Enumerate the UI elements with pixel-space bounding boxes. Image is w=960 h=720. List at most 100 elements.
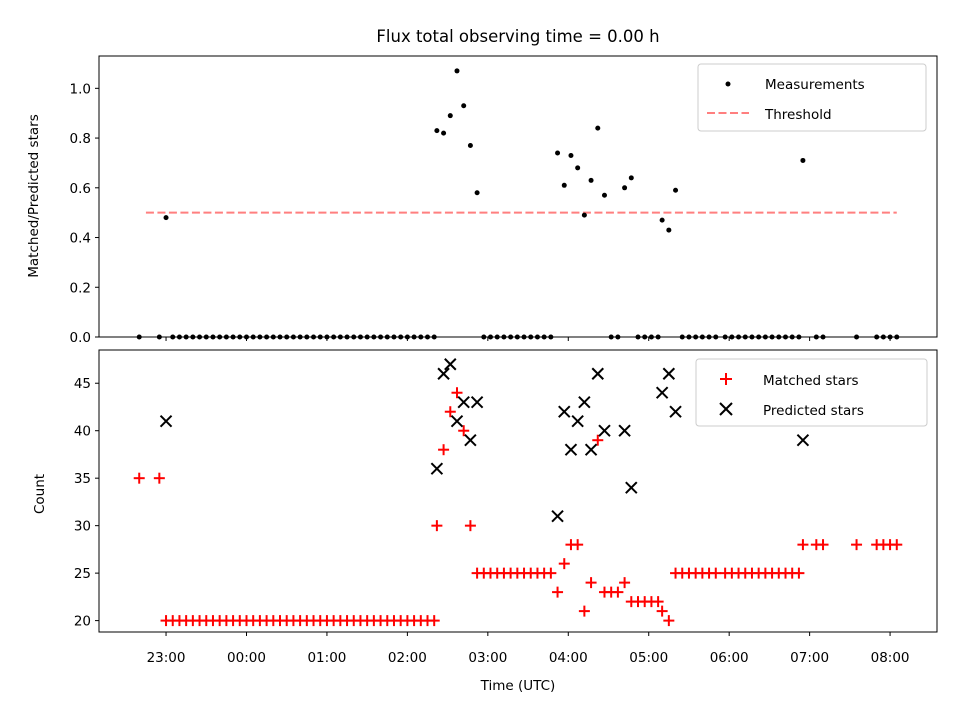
- measurement-point: [588, 177, 594, 183]
- top-legend: Measurements Threshold: [697, 63, 927, 132]
- x-tick-label: 05:00: [629, 650, 668, 666]
- top-panel-frame: [98, 55, 938, 338]
- predicted-star-point: [618, 424, 631, 437]
- top-y-tick-label: 0.8: [70, 131, 91, 147]
- top-y-ticks: 0.0 0.2 0.4 0.6 0.8 1.0: [70, 81, 99, 346]
- matched-star-point: [656, 605, 668, 617]
- matched-star-point: [431, 520, 443, 532]
- measurement-point: [800, 157, 806, 163]
- bottom-legend-box: [695, 358, 928, 427]
- bottom-legend: Matched stars Predicted stars: [695, 358, 928, 427]
- predicted-star-point: [464, 433, 477, 447]
- predicted-star-point: [584, 443, 598, 456]
- x-tick-label: 07:00: [790, 650, 829, 666]
- matched-star-point: [464, 520, 476, 532]
- matched-star-point: [153, 472, 165, 484]
- x-tick-label: 00:00: [227, 650, 266, 666]
- matched-star-point: [817, 539, 829, 551]
- matched-star-point: [438, 444, 450, 456]
- predicted-star-point: [796, 433, 810, 447]
- measurement-point: [555, 150, 561, 156]
- bottom-y-tick-label: 30: [74, 519, 91, 535]
- predicted-star-point: [662, 367, 676, 380]
- chart-title: Flux total observing time = 0.00 h: [376, 27, 659, 46]
- matched-star-point: [891, 539, 903, 551]
- predicted-star-point: [558, 405, 571, 418]
- predicted-star-point: [444, 358, 457, 371]
- measurement-point: [454, 68, 460, 74]
- bottom-y-tick-label: 45: [74, 376, 91, 392]
- measurement-point: [595, 125, 601, 131]
- x-tick-label: 01:00: [307, 650, 346, 666]
- legend-measurements-marker: [725, 81, 731, 87]
- measurement-point: [474, 190, 480, 196]
- top-y-tick-label: 0.2: [70, 280, 91, 296]
- top-y-tick-label: 0.4: [70, 231, 91, 247]
- matched-star-point: [797, 539, 809, 551]
- matched-star-point: [585, 577, 597, 589]
- matched-star-point: [793, 567, 805, 579]
- top-y-axis-label: Matched/Predicted stars: [26, 114, 42, 277]
- predicted-star-point: [551, 509, 564, 523]
- bottom-y-tick-label: 25: [74, 566, 91, 582]
- matched-star-point: [572, 539, 584, 551]
- measurement-point: [666, 227, 672, 233]
- measurement-point: [561, 182, 567, 188]
- predicted-star-point: [591, 367, 604, 380]
- matched-star-point: [578, 605, 590, 617]
- measurement-point: [659, 217, 665, 223]
- bottom-panel: 20 25 30 35 40 45 23:00 00:00 01:00 02:00 03:00 04…: [32, 349, 938, 694]
- measurement-point: [628, 175, 634, 181]
- measurement-point: [461, 103, 467, 109]
- measurement-point: [434, 128, 440, 134]
- top-x-ticks: [165, 337, 891, 341]
- measurement-point: [467, 143, 473, 149]
- matched-star-point: [552, 586, 564, 598]
- predicted-star-point: [625, 481, 638, 494]
- bottom-x-ticks: 23:00 00:00 01:00 02:00 03:00 04:00 05:00 06:00…: [147, 632, 910, 666]
- legend-matched-label: Matched stars: [763, 373, 859, 389]
- measurement-point: [441, 130, 447, 136]
- predicted-star-point: [598, 424, 611, 437]
- measurement-point: [575, 165, 581, 171]
- legend-predicted-marker: [719, 402, 733, 416]
- predicted-star-point: [457, 396, 470, 409]
- top-y-tick-label: 0.0: [70, 330, 91, 346]
- matched-star-point: [458, 425, 470, 437]
- x-tick-label: 08:00: [871, 650, 910, 666]
- predicted-star-point: [571, 415, 584, 428]
- top-panel: 0.0 0.2 0.4 0.6 0.8 1.0 Matched/Predicted sta…: [26, 55, 938, 346]
- measurement-point: [581, 212, 587, 218]
- matched-star-point: [558, 558, 570, 570]
- bottom-y-tick-label: 20: [74, 614, 91, 630]
- measurement-point: [163, 215, 169, 221]
- measurement-point: [622, 185, 628, 191]
- matched-star-point: [444, 406, 456, 418]
- matched-star-point: [851, 539, 863, 551]
- x-tick-label: 06:00: [710, 650, 749, 666]
- x-tick-label: 02:00: [388, 650, 427, 666]
- legend-measurements-label: Measurements: [765, 77, 865, 93]
- predicted-star-point: [564, 443, 578, 456]
- top-y-tick-label: 0.6: [70, 181, 91, 197]
- x-axis-label: Time (UTC): [480, 678, 556, 694]
- predicted-star-point: [437, 367, 450, 380]
- predicted-star-point: [655, 386, 669, 399]
- predicted-star-point: [450, 415, 464, 428]
- matched-star-point: [545, 567, 557, 579]
- legend-matched-marker: [720, 373, 732, 385]
- measurement-point: [447, 113, 453, 119]
- predicted-star-point: [430, 462, 444, 475]
- predicted-star-point: [578, 396, 591, 409]
- matched-star-point: [619, 577, 631, 589]
- x-tick-label: 04:00: [549, 650, 588, 666]
- measurement-point: [568, 152, 574, 158]
- matched-star-point: [663, 615, 675, 627]
- top-y-tick-label: 1.0: [70, 81, 91, 97]
- measurement-point: [673, 187, 679, 193]
- matched-star-point: [451, 387, 463, 399]
- bottom-y-tick-label: 40: [74, 424, 91, 440]
- matched-star-point: [710, 567, 722, 579]
- matched-star-point: [592, 434, 604, 446]
